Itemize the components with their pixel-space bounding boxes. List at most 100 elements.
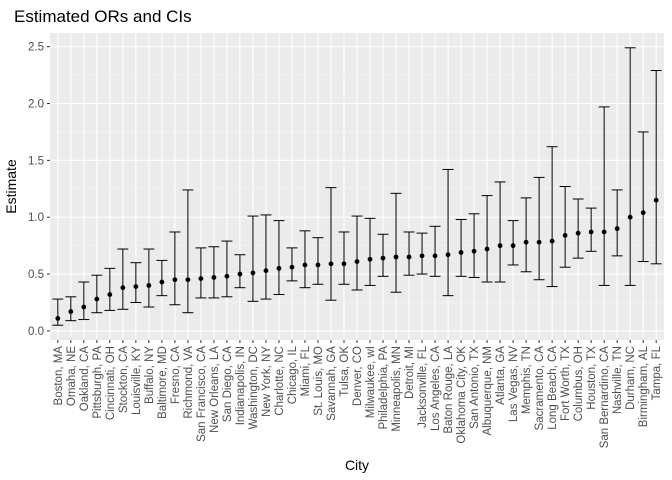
estimate-point — [536, 239, 542, 245]
estimate-point — [107, 292, 113, 297]
x-tick-label: Tulsa, OK — [339, 346, 351, 397]
x-tick-label: Pittsburgh, PA — [92, 346, 104, 419]
x-tick-label: Fort Worth, TX — [560, 346, 572, 421]
estimate-point — [159, 279, 165, 285]
x-tick-label: Tampa, FL — [651, 345, 663, 400]
errorbar — [273, 220, 285, 296]
y-tick-label: 1.5 — [28, 155, 44, 167]
errorbar — [169, 231, 181, 306]
x-tick-label: Atlanta, GA — [495, 346, 507, 405]
estimate-point — [81, 304, 87, 310]
errorbar — [351, 215, 363, 291]
x-tick-label: Baltimore, MD — [157, 346, 169, 419]
errorbar — [611, 189, 623, 257]
errorbar — [156, 259, 168, 297]
x-tick-label: Omaha, NE — [66, 346, 78, 406]
estimate-point — [406, 254, 412, 260]
errorbar — [91, 274, 103, 314]
estimate-point — [185, 277, 191, 283]
x-tick-label: Minneapolis, MN — [391, 346, 403, 432]
estimate-point — [445, 252, 451, 258]
x-tick-label: Miami, FL — [300, 345, 312, 396]
y-axis: 0.0 0.5 1.0 1.5 2.0 2.5 — [28, 42, 50, 338]
y-tick-label: 2.0 — [28, 98, 44, 110]
estimate-point — [510, 243, 516, 249]
x-tick-label: Fresno, CA — [170, 346, 182, 404]
x-tick-label: Oakland, CA — [79, 346, 91, 412]
errorbar — [312, 237, 324, 285]
x-tick-label: San Diego, CA — [222, 346, 234, 422]
x-tick-label: San Antonio, TX — [469, 346, 481, 429]
errorbar — [481, 195, 493, 283]
estimate-point — [419, 253, 425, 259]
errorbar — [637, 131, 649, 263]
x-tick-label: Detroit, MI — [404, 346, 416, 399]
errorbar — [195, 247, 207, 299]
estimate-point — [94, 296, 100, 302]
x-tick-label: Baton Rouge, LA — [443, 346, 455, 434]
y-axis-title: Estimate — [3, 159, 19, 214]
estimate-point — [133, 284, 139, 289]
errorbar — [468, 213, 480, 278]
x-tick-label: Las Vegas, NV — [508, 346, 520, 422]
x-tick-label: Sacramento, CA — [534, 346, 546, 431]
estimate-point — [393, 254, 399, 260]
errorbar — [598, 106, 610, 286]
errorbar — [325, 187, 337, 301]
estimate-point — [302, 262, 308, 268]
errorbar — [130, 262, 142, 303]
estimate-point — [315, 262, 321, 268]
errorbars — [52, 47, 662, 326]
errorbar — [507, 220, 519, 266]
estimate-point — [354, 259, 360, 264]
errorbar — [182, 189, 194, 314]
errorbar — [104, 267, 116, 311]
estimate-point — [328, 261, 334, 267]
errorbar — [403, 231, 415, 276]
errorbar — [338, 231, 350, 285]
estimate-point — [523, 239, 529, 245]
x-tick-label: Philadelphia, PA — [378, 346, 390, 430]
errorbar — [234, 254, 246, 289]
y-tick-label: 0.5 — [28, 269, 44, 281]
x-tick-label: Charlotte, NC — [274, 346, 286, 416]
x-tick-label: Denver, CO — [352, 346, 364, 406]
errorbar — [429, 225, 441, 277]
estimate-point — [55, 315, 61, 321]
errorbar — [494, 181, 506, 283]
x-tick-label: Long Beach, CA — [547, 346, 559, 430]
errorbar — [78, 281, 90, 321]
errorbar — [143, 248, 155, 308]
errorbar — [455, 218, 467, 277]
errorbar — [559, 186, 571, 268]
x-tick-label: Cincinnati, OH — [105, 346, 117, 420]
estimate-point — [458, 250, 464, 255]
estimate-point — [172, 277, 178, 283]
estimate-point — [198, 276, 204, 281]
x-tick-label: Chicago, IL — [287, 345, 299, 404]
x-tick-label: Washington, DC — [248, 346, 260, 429]
x-tick-label: Albuquerque, NM — [482, 346, 494, 436]
errorbar — [390, 192, 402, 293]
estimate-point — [237, 271, 243, 277]
estimate-point — [289, 264, 295, 270]
y-tick-label: 1.0 — [28, 212, 44, 224]
errorbar — [286, 247, 298, 282]
estimate-point — [211, 275, 217, 280]
x-tick-label: Louisville, KY — [131, 346, 143, 415]
x-tick-label: St. Louis, MO — [313, 346, 325, 416]
x-tick-label: Columbus, OH — [573, 346, 585, 421]
errorbar — [533, 176, 545, 281]
chart-title: Estimated ORs and CIs — [14, 7, 192, 26]
x-tick-label: Jacksonville, FL — [417, 345, 429, 427]
errorbar — [299, 230, 311, 289]
estimate-point — [640, 210, 646, 216]
errorbar — [377, 233, 389, 277]
estimate-point — [549, 238, 555, 244]
estimate-point — [263, 268, 269, 274]
x-tick-label: Milwaukee, wI — [365, 346, 377, 418]
errorbar — [650, 70, 662, 265]
errorbar — [520, 197, 532, 273]
errorbar — [572, 198, 584, 259]
estimate-point — [276, 265, 282, 271]
